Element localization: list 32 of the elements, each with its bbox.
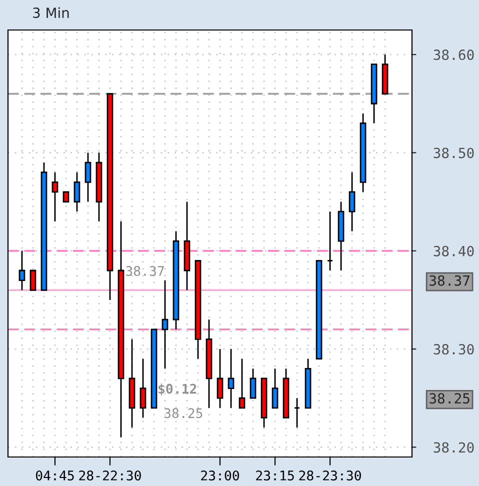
y-tick-label: 38.40 <box>434 246 474 256</box>
y-tick-label: 38.50 <box>434 148 474 158</box>
annotation: 38.37 <box>126 266 164 276</box>
candlestick <box>62 191 70 202</box>
y-tick-label: 38.20 <box>434 442 474 453</box>
x-tick-label: 04:45 <box>36 470 74 480</box>
y2-tick-label: 38.25 <box>430 393 470 404</box>
candlestick <box>162 280 168 370</box>
candlestick <box>348 172 356 232</box>
candlestick <box>250 368 256 399</box>
annotation: $0.12 <box>158 384 196 396</box>
x-tick-label: 28-23:30 <box>299 470 361 480</box>
candlestick <box>228 348 234 409</box>
candlestick <box>272 368 278 409</box>
candlestick <box>238 358 246 409</box>
candlestick <box>52 172 58 222</box>
candlestick <box>216 348 224 409</box>
candlestick <box>18 250 26 291</box>
candlestick <box>294 397 300 428</box>
candlestick <box>326 210 334 272</box>
y-tick-label: 38.30 <box>434 344 474 355</box>
x-tick-label: 23:00 <box>201 470 240 480</box>
y-tick-label: 38.60 <box>434 50 474 60</box>
candlestick <box>30 270 36 291</box>
annotation: 38.25 <box>164 408 202 418</box>
candlestick <box>74 172 80 212</box>
x-tick-label: 23:15 <box>256 470 294 480</box>
chart-title: 3 Min <box>33 7 69 18</box>
y2-tick-label: 38.37 <box>430 275 470 286</box>
candlestick <box>140 358 146 418</box>
candlestick <box>84 152 92 202</box>
x-tick-label: 28-22:30 <box>79 470 141 480</box>
